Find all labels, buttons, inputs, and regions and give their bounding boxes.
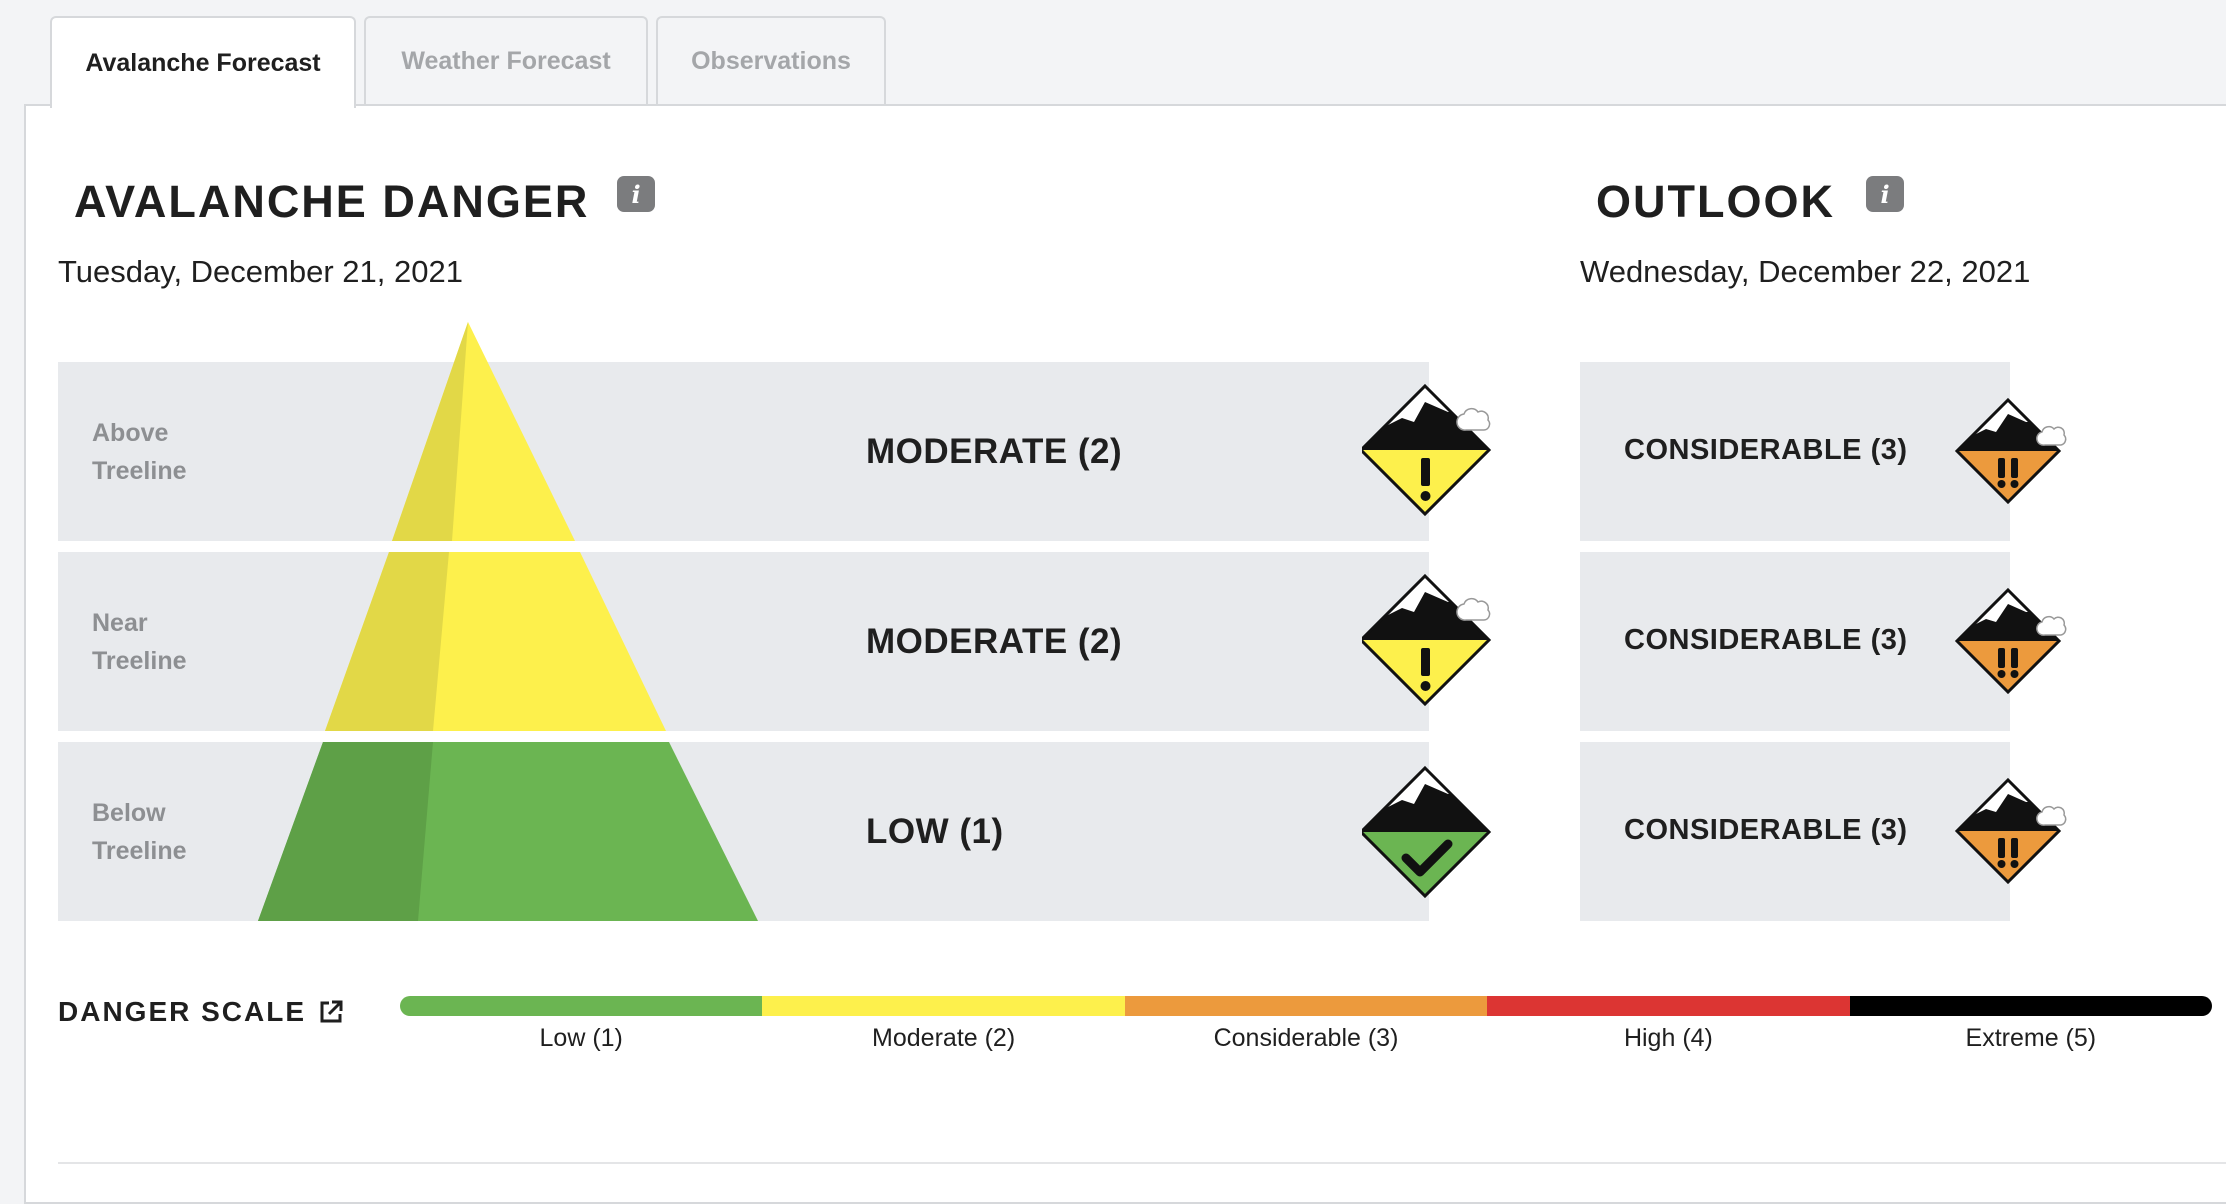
outlook-date: Wednesday, December 22, 2021 xyxy=(1580,254,2031,289)
scale-label-extreme: Extreme (5) xyxy=(1965,1024,2097,1052)
scale-segment-considerable xyxy=(1124,996,1488,1016)
danger-date: Tuesday, December 21, 2021 xyxy=(58,254,463,289)
scale-segment-extreme xyxy=(1849,996,2212,1016)
scale-label-moderate: Moderate (2) xyxy=(872,1024,1016,1052)
moderate-danger-icon xyxy=(1358,382,1498,523)
danger-scale-labels: Low (1) Moderate (2) Considerable (3) Hi… xyxy=(400,1024,2212,1053)
outlook-rating-below: CONSIDERABLE (3) xyxy=(1624,814,1908,846)
considerable-danger-icon xyxy=(1950,396,2086,509)
scale-label-low: Low (1) xyxy=(539,1024,623,1052)
low-danger-icon xyxy=(1358,764,1498,905)
external-link-icon xyxy=(320,1000,343,1023)
outlook-row-near-treeline xyxy=(1580,552,2010,731)
outlook-row-above-treeline xyxy=(1580,362,2010,541)
elevation-label-near: Near Treeline xyxy=(92,609,187,675)
danger-row-near-treeline xyxy=(58,552,1429,731)
tab-weather-forecast[interactable]: Weather Forecast xyxy=(364,16,648,104)
outlook-rating-near: CONSIDERABLE (3) xyxy=(1624,624,1908,656)
rating-below-treeline: LOW (1) xyxy=(866,812,1004,851)
danger-row-above-treeline xyxy=(58,362,1429,541)
elevation-label-above: Above Treeline xyxy=(92,419,187,485)
tab-avalanche-forecast[interactable]: Avalanche Forecast xyxy=(50,16,356,108)
considerable-danger-icon xyxy=(1950,586,2086,699)
tab-bar: Avalanche Forecast Weather Forecast Obse… xyxy=(50,16,886,108)
outlook-info-icon[interactable]: i xyxy=(1866,176,1904,212)
danger-scale-title: DANGER SCALE xyxy=(58,996,307,1027)
moderate-danger-icon xyxy=(1358,572,1498,713)
scale-segment-high xyxy=(1487,996,1850,1016)
scale-label-high: High (4) xyxy=(1623,1024,1713,1052)
danger-title: AVALANCHE DANGER xyxy=(74,176,590,227)
considerable-danger-icon xyxy=(1950,776,2086,889)
scale-segment-moderate xyxy=(762,996,1125,1016)
scale-segment-low xyxy=(400,996,763,1016)
scale-label-considerable: Considerable (3) xyxy=(1213,1024,1399,1052)
elevation-label-below: Below Treeline xyxy=(92,799,187,865)
danger-info-icon[interactable]: i xyxy=(617,176,655,212)
danger-scale-bar xyxy=(400,996,2212,1016)
outlook-title: OUTLOOK xyxy=(1596,176,1835,227)
outlook-rating-above: CONSIDERABLE (3) xyxy=(1624,434,1908,466)
section-divider xyxy=(58,1162,2226,1164)
rating-near-treeline: MODERATE (2) xyxy=(866,622,1123,661)
tab-observations[interactable]: Observations xyxy=(656,16,886,104)
outlook-row-below-treeline xyxy=(1580,742,2010,921)
danger-scale-link[interactable]: DANGER SCALE xyxy=(58,996,344,1028)
rating-above-treeline: MODERATE (2) xyxy=(866,432,1123,471)
